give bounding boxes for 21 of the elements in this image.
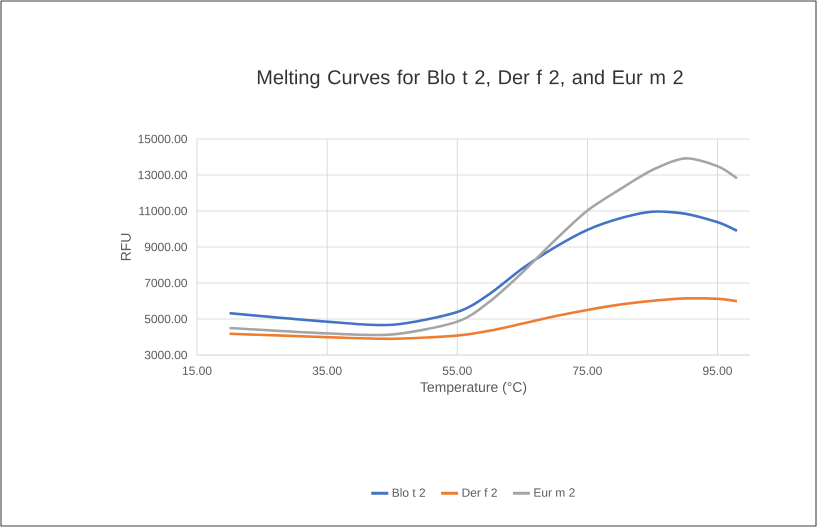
line-series [228,297,738,340]
line-series [228,157,738,336]
x-tick-label: 35.00 [312,366,342,375]
line-series [228,210,738,326]
y-tick-label: 7000.00 [144,278,188,288]
chart-title: Melting Curves for Blo t 2, Der f 2, and Eur m 2 [258,70,683,88]
x-tick-label: 15.00 [182,366,212,375]
x-axis-title: Temperature (°C) [420,382,526,395]
legend-label: Blo t 2 [392,488,426,497]
y-tick-label: 11000.00 [139,206,188,216]
x-tick-label: 55.00 [442,366,472,375]
x-tick-label: 95.00 [703,366,732,375]
y-tick-label: 13000.00 [138,170,188,180]
y-tick-label: 5000.00 [144,314,188,324]
y-axis-title: RFU [121,234,131,260]
y-tick-label: 9000.00 [144,242,188,252]
legend-label: Eur m 2 [534,488,575,497]
x-tick-label: 75.00 [573,366,602,375]
y-tick-label: 15000.00 [138,134,188,144]
y-tick-label: 3000.00 [144,350,188,360]
legend-label: Der f 2 [462,488,497,497]
